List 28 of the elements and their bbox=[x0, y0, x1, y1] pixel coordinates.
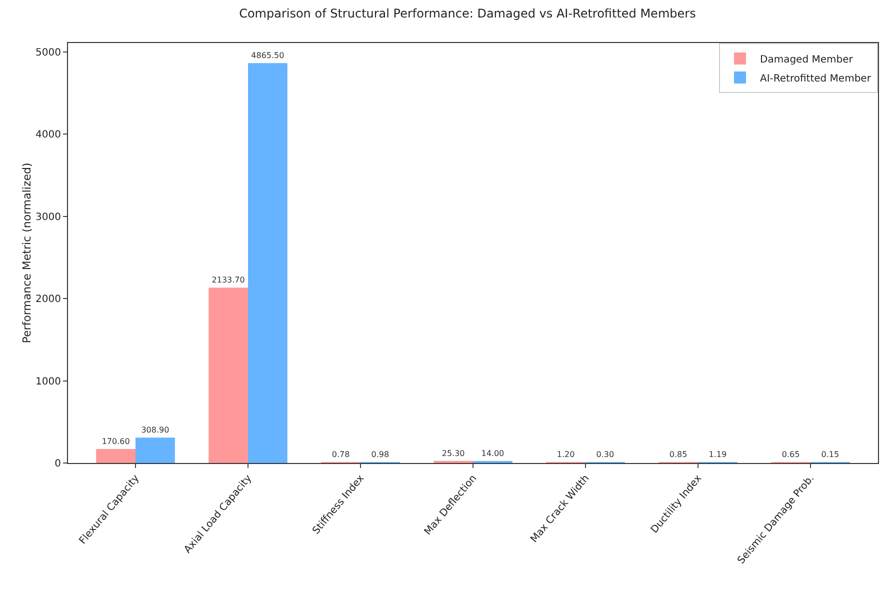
data-label: 0.85 bbox=[669, 450, 688, 459]
data-label: 4865.50 bbox=[251, 51, 284, 60]
data-label: 25.30 bbox=[442, 448, 465, 458]
bar bbox=[208, 288, 248, 463]
y-axis-title: Performance Metric (normalized) bbox=[20, 162, 34, 344]
y-tick-label: 3000 bbox=[36, 212, 61, 223]
y-tick-label: 4000 bbox=[36, 130, 61, 141]
bar bbox=[136, 438, 175, 463]
data-label: 0.98 bbox=[371, 450, 390, 459]
data-label: 2133.70 bbox=[212, 276, 245, 285]
data-label: 1.19 bbox=[708, 450, 727, 459]
data-label: 14.00 bbox=[481, 449, 504, 458]
data-label: 170.60 bbox=[102, 436, 130, 446]
bar bbox=[248, 63, 288, 463]
chart-title: Comparison of Structural Performance: Damaged vs AI-Retrofitted Members bbox=[239, 6, 696, 20]
data-label: 0.15 bbox=[821, 450, 840, 459]
data-label: 308.90 bbox=[141, 426, 170, 435]
data-label: 0.78 bbox=[332, 450, 350, 459]
bar bbox=[96, 448, 136, 463]
data-label: 1.20 bbox=[556, 450, 575, 459]
y-tick-label: 0 bbox=[54, 458, 61, 470]
data-label: 0.65 bbox=[782, 450, 800, 459]
y-tick-label: 5000 bbox=[36, 48, 61, 59]
y-tick-label: 1000 bbox=[36, 376, 61, 388]
data-label: 0.30 bbox=[596, 450, 614, 459]
legend-label: AI-Retrofitted Member bbox=[760, 73, 872, 84]
legend-label: Damaged Member bbox=[760, 54, 854, 66]
y-tick-label: 2000 bbox=[36, 294, 61, 306]
